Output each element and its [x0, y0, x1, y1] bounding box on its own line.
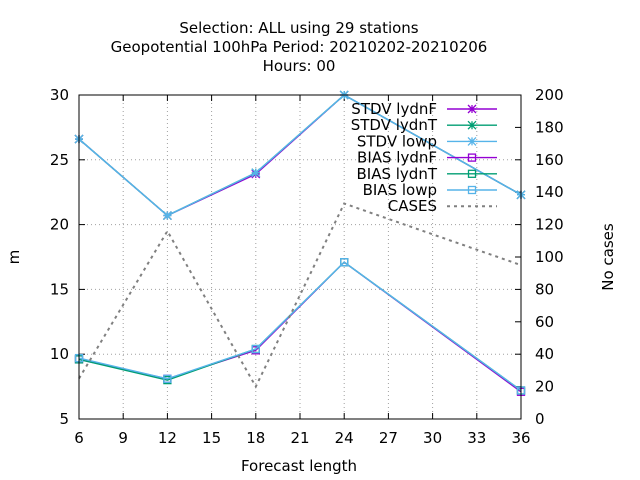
chart-title: Selection: ALL using 29 stations Geopote… [111, 19, 488, 75]
y2-tick-label: 120 [535, 216, 564, 234]
y-axis-label: m [5, 250, 23, 265]
x-tick-label: 30 [423, 429, 442, 447]
data-point [251, 168, 261, 178]
legend-entry: STDV lowp [357, 132, 497, 150]
series-cases [78, 202, 522, 389]
legend-entry: STDV lydnF [351, 100, 497, 118]
legend-entry: CASES [388, 197, 497, 215]
series-line [78, 202, 522, 389]
x-tick-label: 27 [379, 429, 398, 447]
x-tick-label: 36 [511, 429, 530, 447]
series-line [78, 261, 522, 392]
legend-entry: BIAS lydnF [357, 149, 497, 167]
y2-axis-label: No cases [599, 223, 617, 291]
title-line-3: Hours: 00 [263, 57, 336, 75]
y2-tick-label: 80 [535, 280, 554, 298]
legend-label: STDV lydnF [351, 100, 437, 118]
legend-marker [467, 169, 477, 178]
ticks: 6 9 12 15 18 21 24 27 30 33 36 5 10 15 20 25 30 0 20 40 60 80… [50, 86, 564, 447]
y2-tick-label: 200 [535, 86, 564, 104]
x-tick-label: 15 [202, 429, 221, 447]
y2-tick-label: 100 [535, 248, 564, 266]
x-tick-label: 9 [118, 429, 128, 447]
legend-entry: STDV lydnT [351, 116, 497, 134]
legend-label: CASES [388, 197, 437, 215]
y2-tick-label: 0 [535, 410, 545, 428]
y-tick-label: 20 [50, 216, 69, 234]
y-tick-label: 10 [50, 345, 69, 363]
legend-entry: BIAS lydnT [356, 165, 497, 183]
legend-marker [467, 104, 477, 114]
y2-tick-label: 140 [535, 183, 564, 201]
y-tick-label: 25 [50, 151, 69, 169]
series-bias-lowp [74, 258, 526, 395]
y2-tick-label: 40 [535, 345, 554, 363]
x-tick-label: 18 [246, 429, 265, 447]
y2-tick-label: 20 [535, 378, 554, 396]
y2-tick-label: 180 [535, 118, 564, 136]
x-tick-label: 12 [158, 429, 177, 447]
legend-entry: BIAS lowp [363, 181, 497, 199]
x-tick-label: 6 [74, 429, 84, 447]
y2-tick-label: 160 [535, 151, 564, 169]
legend-marker [467, 185, 477, 195]
legend-label: STDV lydnT [351, 116, 438, 134]
legend-marker [467, 120, 477, 130]
data-point [251, 344, 260, 354]
y-tick-label: 15 [50, 280, 69, 298]
legend-label: BIAS lydnF [357, 149, 437, 167]
x-tick-label: 21 [290, 429, 309, 447]
y-tick-label: 30 [50, 86, 69, 104]
title-line-2: Geopotential 100hPa Period: 20210202-202… [111, 38, 488, 56]
plot-border [78, 94, 522, 420]
data-point [162, 211, 172, 220]
legend-label: STDV lowp [357, 132, 437, 150]
data-point [163, 374, 172, 383]
data-point [340, 258, 349, 267]
legend-marker [467, 136, 477, 146]
y-tick-label: 5 [59, 410, 69, 428]
legend-label: BIAS lowp [363, 181, 437, 199]
x-tick-label: 33 [467, 429, 486, 447]
legend-marker [467, 153, 477, 162]
legend-label: BIAS lydnT [356, 165, 437, 183]
x-tick-label: 24 [335, 429, 354, 447]
series-line [78, 261, 522, 393]
title-line-1: Selection: ALL using 29 stations [179, 19, 418, 37]
x-axis-label: Forecast length [241, 457, 357, 475]
grid [79, 95, 521, 419]
y2-tick-label: 60 [535, 313, 554, 331]
